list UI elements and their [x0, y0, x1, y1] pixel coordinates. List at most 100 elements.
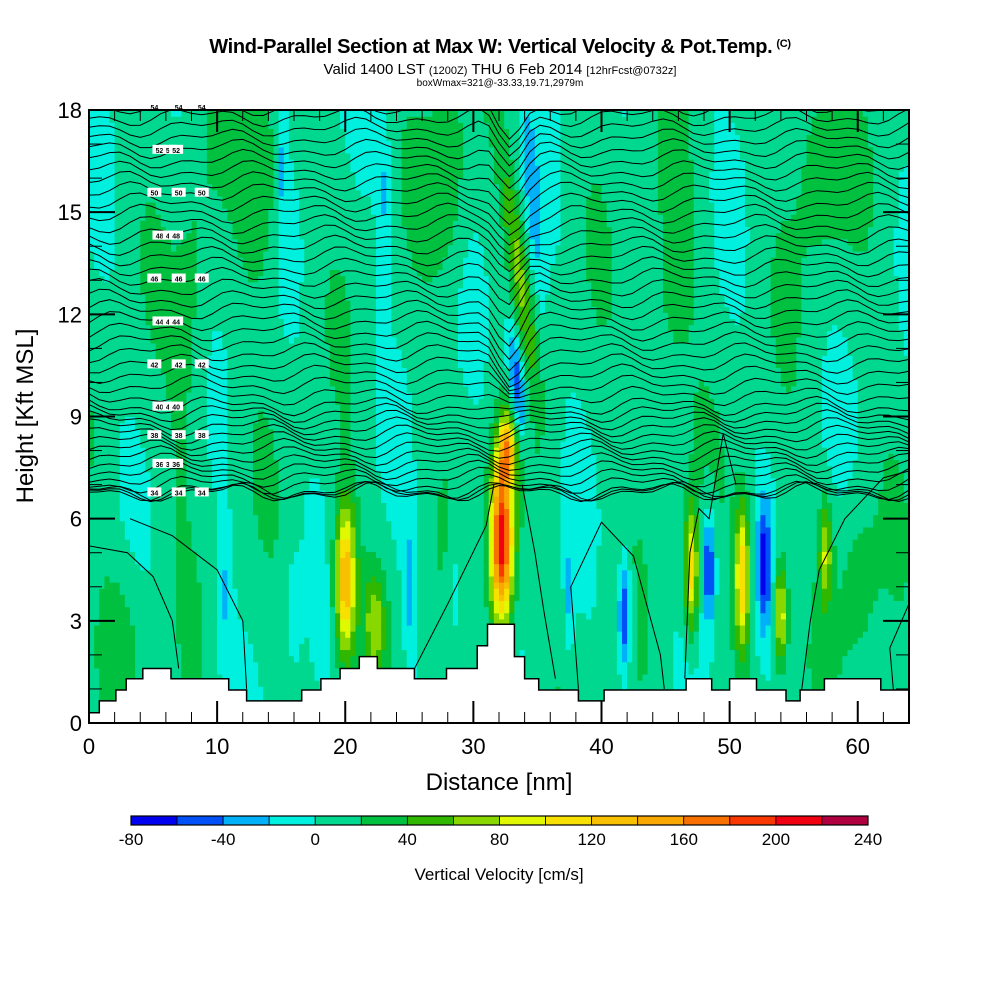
field-cell — [294, 146, 300, 154]
field-cell — [155, 214, 162, 221]
field-cell — [130, 496, 136, 503]
field-cell — [273, 318, 280, 326]
field-cell — [135, 385, 141, 393]
field-cell — [104, 195, 111, 203]
field-cell — [288, 600, 295, 608]
field-cell — [124, 306, 131, 313]
field-cell — [319, 545, 326, 552]
field-cell — [150, 410, 157, 418]
field-cell — [212, 226, 218, 234]
field-cell — [89, 318, 95, 326]
field-cell — [160, 116, 167, 123]
field-cell — [268, 575, 275, 583]
field-cell — [140, 367, 146, 375]
field-cell — [263, 692, 269, 700]
field-cell — [191, 293, 198, 301]
field-cell — [119, 465, 126, 473]
field-cell — [335, 165, 341, 172]
field-cell — [329, 238, 336, 246]
field-cell — [171, 201, 177, 209]
field-cell — [212, 606, 218, 614]
field-cell — [324, 532, 331, 540]
field-cell — [329, 667, 336, 675]
field-cell — [150, 208, 157, 215]
field-cell — [171, 582, 177, 589]
field-cell — [94, 220, 100, 228]
field-cell — [89, 342, 95, 350]
field-cell — [140, 588, 146, 595]
field-cell — [268, 385, 275, 393]
field-cell — [99, 220, 105, 228]
field-cell — [212, 477, 218, 485]
field-cell — [191, 159, 198, 166]
field-cell — [165, 269, 172, 277]
field-cell — [114, 195, 121, 203]
field-cell — [191, 146, 198, 154]
field-cell — [196, 330, 203, 338]
field-cell — [212, 275, 218, 283]
field-cell — [135, 110, 141, 117]
field-cell — [335, 189, 341, 197]
field-cell — [217, 201, 223, 209]
subtitle-date: THU 6 Feb 2014 — [471, 61, 583, 78]
field-cell — [145, 526, 152, 534]
field-cell — [109, 502, 116, 510]
field-cell — [247, 373, 254, 381]
field-cell — [268, 686, 275, 693]
field-cell — [222, 349, 228, 356]
field-cell — [268, 673, 275, 681]
field-cell — [89, 122, 95, 129]
field-cell — [94, 600, 100, 608]
field-cell — [196, 582, 203, 589]
field-cell — [309, 569, 316, 577]
field-cell — [89, 575, 95, 583]
field-cell — [160, 631, 167, 638]
field-cell — [258, 146, 264, 154]
field-cell — [283, 379, 290, 387]
field-cell — [237, 201, 244, 209]
field-cell — [324, 116, 331, 123]
field-cell — [314, 152, 321, 160]
field-cell — [89, 293, 95, 301]
field-cell — [263, 349, 269, 356]
field-cell — [304, 557, 310, 565]
field-cell — [160, 643, 167, 651]
field-cell — [171, 618, 177, 626]
field-cell — [335, 306, 341, 313]
field-cell — [232, 201, 239, 209]
field-cell — [145, 373, 152, 381]
field-cell — [186, 526, 193, 534]
field-cell — [304, 471, 310, 479]
field-cell — [263, 238, 269, 246]
field-cell — [294, 447, 300, 454]
field-cell — [119, 208, 126, 215]
field-cell — [160, 569, 167, 577]
field-cell — [217, 367, 223, 375]
field-cell — [176, 367, 182, 375]
field-cell — [329, 618, 336, 626]
field-cell — [119, 490, 126, 497]
field-cell — [89, 520, 95, 528]
field-cell — [109, 441, 116, 448]
field-cell — [89, 416, 95, 424]
field-cell — [171, 661, 177, 669]
field-cell — [242, 306, 249, 313]
field-cell — [114, 336, 121, 344]
field-cell — [273, 655, 280, 663]
field-cell — [114, 514, 121, 522]
field-cell — [278, 502, 285, 510]
field-cell — [145, 441, 152, 448]
field-cell — [288, 618, 295, 626]
field-cell — [299, 342, 305, 350]
field-cell — [176, 557, 182, 565]
field-cell — [283, 483, 290, 491]
field-cell — [258, 208, 264, 215]
field-cell — [268, 220, 275, 228]
field-cell — [263, 618, 269, 626]
field-cell — [335, 471, 341, 479]
field-cell — [232, 496, 239, 503]
field-cell — [294, 588, 300, 595]
field-cell — [212, 232, 218, 240]
field-cell — [217, 673, 223, 681]
field-cell — [278, 257, 285, 264]
